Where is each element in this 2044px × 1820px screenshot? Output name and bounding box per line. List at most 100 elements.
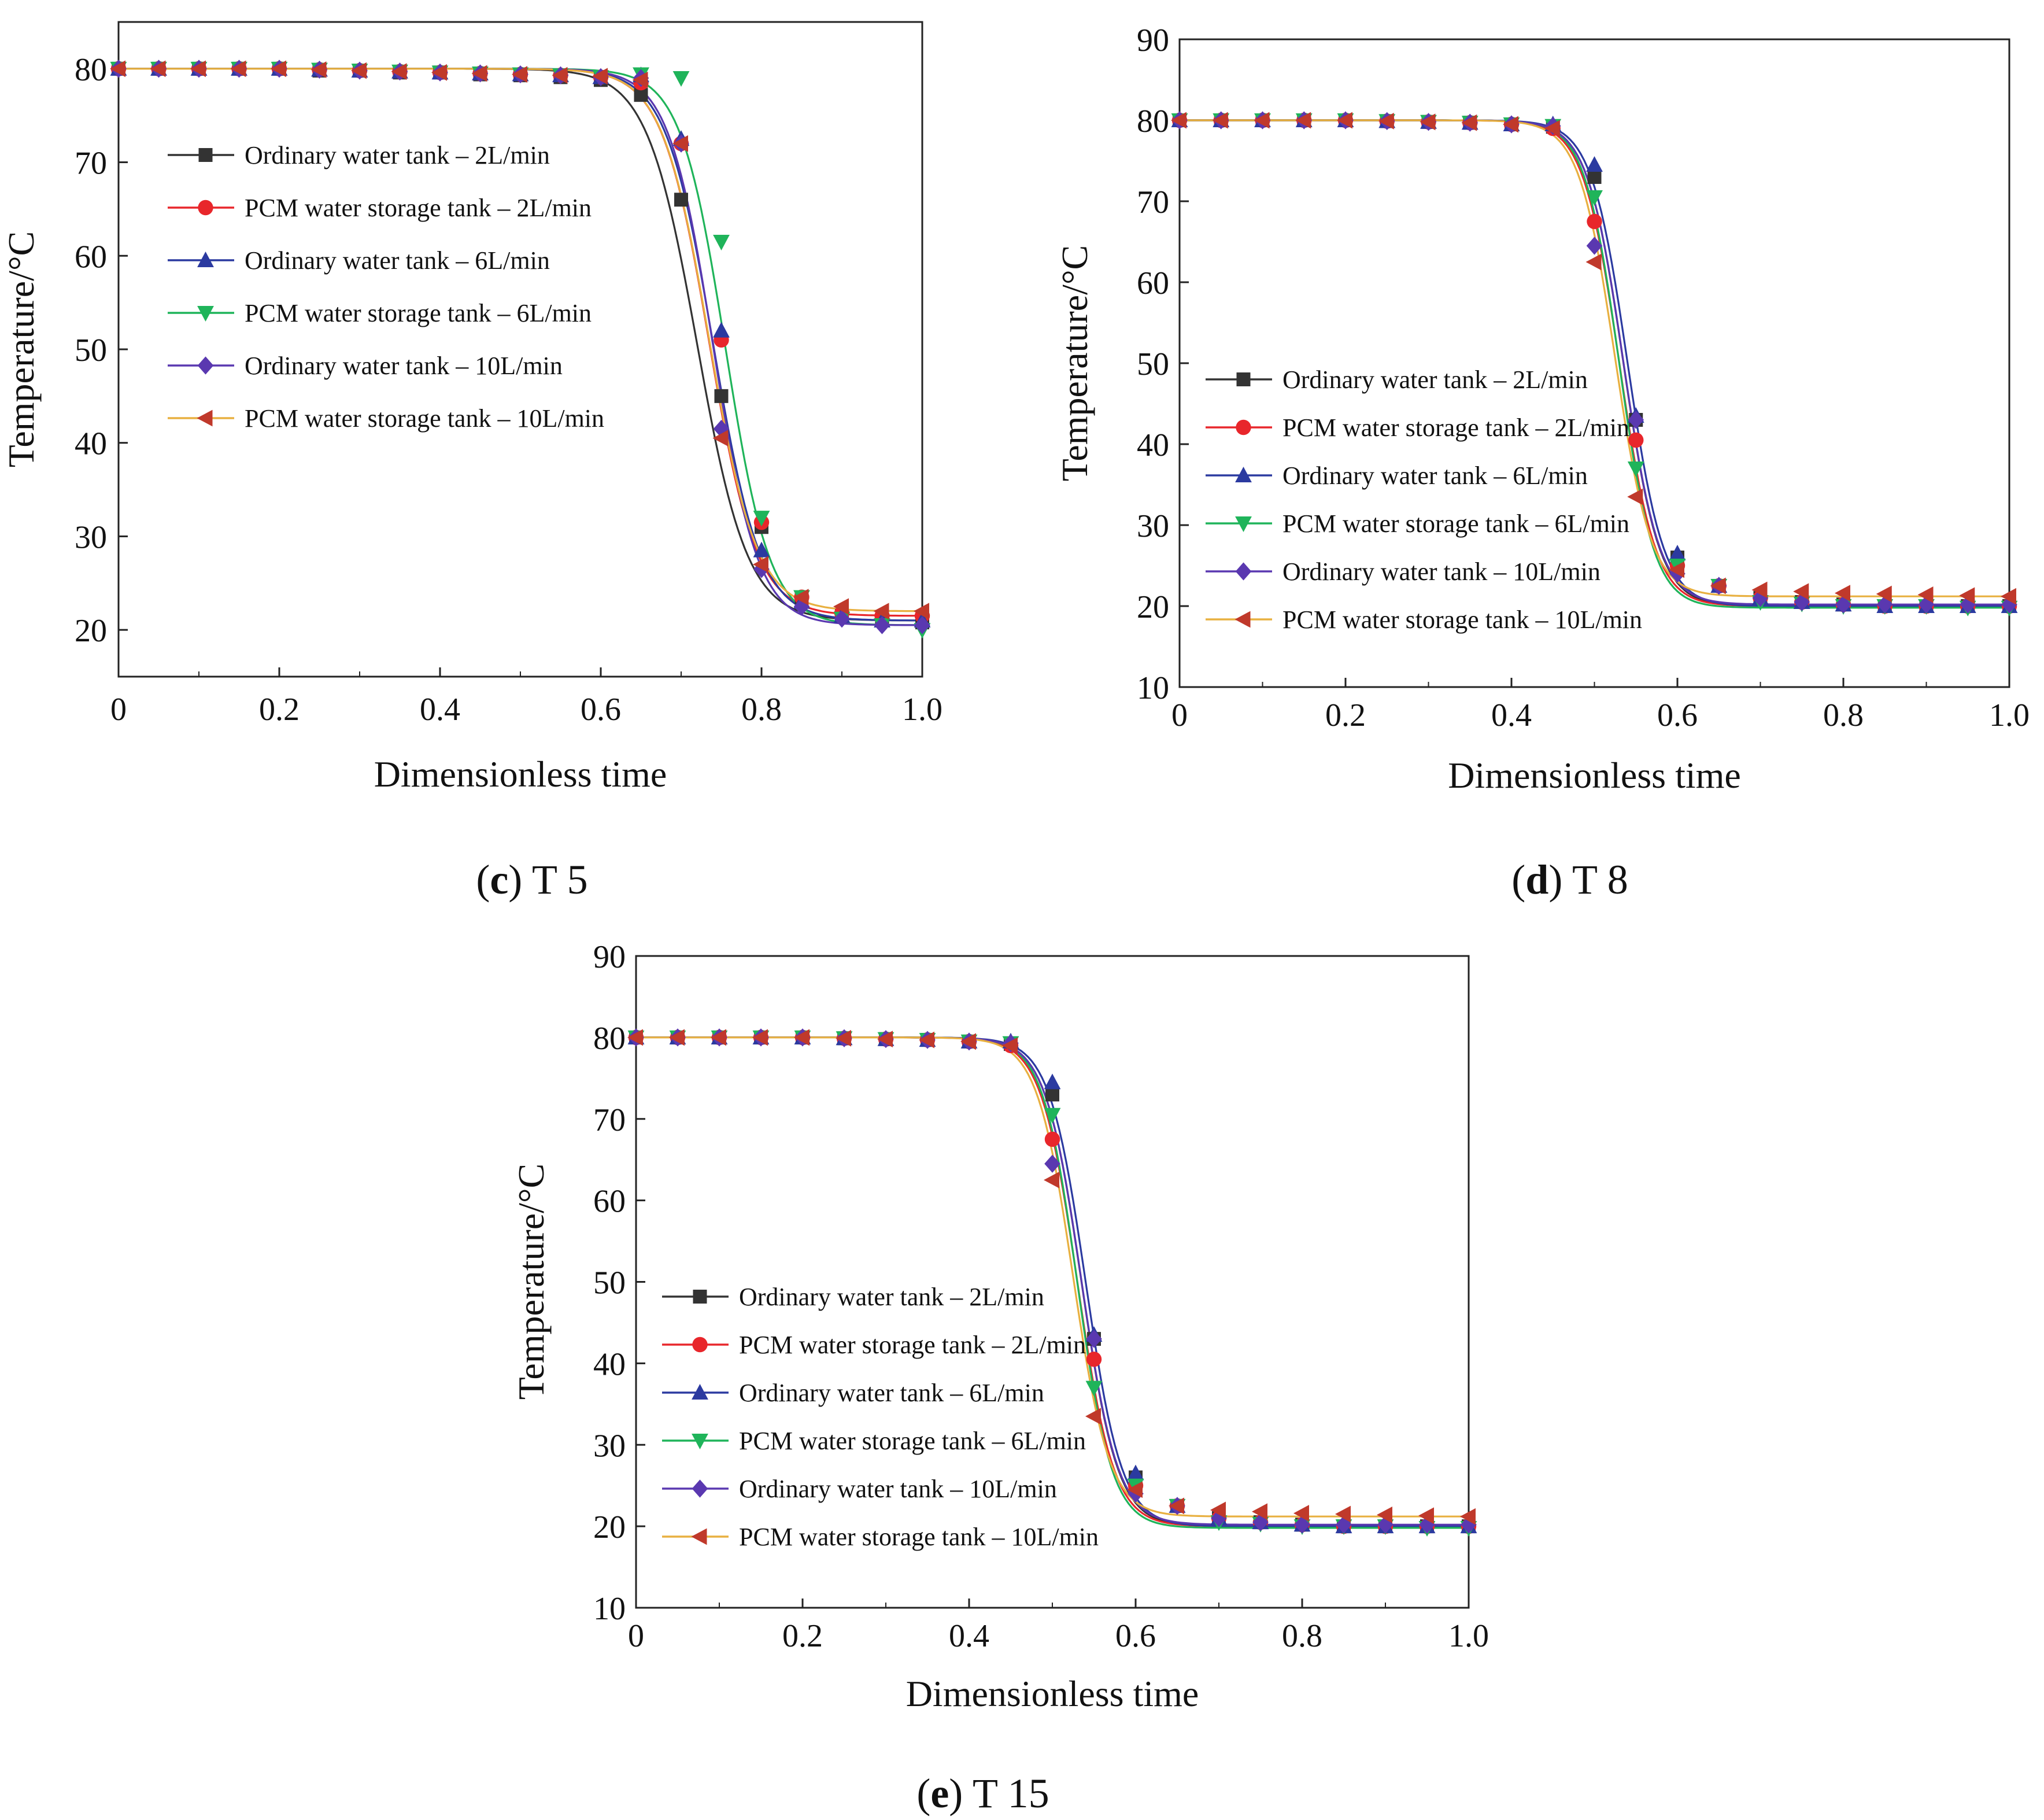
data-point xyxy=(1835,585,1850,601)
legend-marker xyxy=(197,306,214,322)
y-tick-label: 50 xyxy=(1137,346,1169,382)
data-point xyxy=(190,60,206,77)
data-point xyxy=(110,60,125,77)
caption-c-text: T 5 xyxy=(532,857,588,903)
data-point xyxy=(1378,113,1394,130)
data-point xyxy=(351,62,367,79)
data-point xyxy=(1587,213,1602,230)
data-point xyxy=(753,541,770,558)
x-tick-label: 0 xyxy=(628,1618,644,1654)
data-point xyxy=(1295,112,1311,129)
data-point xyxy=(512,66,527,83)
data-point xyxy=(873,603,889,620)
legend-marker xyxy=(1235,562,1252,581)
caption-e-letter: e xyxy=(930,1770,949,1817)
x-tick-label: 0 xyxy=(1171,697,1188,733)
data-point xyxy=(1628,411,1644,429)
data-point xyxy=(1171,112,1187,129)
data-point xyxy=(1002,1037,1018,1054)
data-point xyxy=(1586,237,1603,255)
x-tick-label: 0.4 xyxy=(420,692,460,728)
data-point xyxy=(1420,113,1436,131)
x-tick-label: 0.6 xyxy=(581,692,621,728)
data-point xyxy=(1418,1507,1434,1524)
caption-d-letter: d xyxy=(1525,857,1548,903)
chart-panel-d: 0 0.2 0.4 0.6 0.8 1.0 10 20 30 40 50 60 70 80 90 Dimens… xyxy=(1054,23,2030,796)
data-point xyxy=(2001,588,2016,605)
chart-panel-e: 0 0.2 0.4 0.6 0.8 1.0 10 20 30 40 50 60 70 80 90 Dimens… xyxy=(511,939,1489,1714)
x-tick-label: 0.8 xyxy=(741,692,782,728)
y-tick-label: 40 xyxy=(593,1346,626,1382)
legend-label: Ordinary water tank – 6L/min xyxy=(245,246,550,275)
x-tick-label: 0.2 xyxy=(782,1618,823,1654)
x-tick-label: 0.6 xyxy=(1115,1618,1156,1654)
data-point xyxy=(1586,190,1603,206)
data-point xyxy=(1628,432,1644,448)
series-line xyxy=(1180,119,2009,597)
data-point xyxy=(714,389,729,403)
data-point xyxy=(711,1029,726,1046)
legend-marker xyxy=(197,356,214,375)
legend-marker xyxy=(1236,419,1251,435)
legend-label: PCM water storage tank – 2L/min xyxy=(245,194,592,222)
y-tick-label: 60 xyxy=(593,1184,626,1220)
data-point xyxy=(592,68,608,85)
y-tick-label: 30 xyxy=(593,1428,626,1464)
data-point xyxy=(836,1029,851,1047)
x-axis-label: Dimensionless time xyxy=(1448,755,1741,796)
data-point xyxy=(431,64,447,81)
legend-label: Ordinary water tank – 6L/min xyxy=(739,1379,1044,1407)
y-tick-label: 90 xyxy=(1137,23,1169,58)
data-point xyxy=(1085,1408,1101,1425)
data-point xyxy=(391,63,407,80)
data-point xyxy=(1544,120,1560,137)
data-point xyxy=(1377,1507,1392,1523)
data-point xyxy=(1710,577,1726,595)
legend-marker xyxy=(1235,516,1252,532)
legend-label: PCM water storage tank – 6L/min xyxy=(1282,510,1629,538)
y-tick-label: 40 xyxy=(75,426,107,462)
data-point xyxy=(1669,545,1686,560)
x-axis-label: Dimensionless time xyxy=(906,1673,1199,1714)
data-point xyxy=(1294,1515,1310,1534)
y-tick-label: 30 xyxy=(1137,508,1169,544)
caption-c: (c) T 5 xyxy=(476,857,587,903)
legend-marker xyxy=(692,1337,708,1353)
data-point xyxy=(1335,1505,1351,1523)
legend-label: PCM water storage tank – 10L/min xyxy=(739,1523,1099,1551)
data-point xyxy=(1086,1352,1102,1367)
y-tick-label: 70 xyxy=(593,1102,626,1138)
data-point xyxy=(833,598,849,615)
data-point xyxy=(1085,1380,1103,1397)
data-point xyxy=(1627,488,1643,505)
y-axis-label: Temperature/°C xyxy=(1054,245,1095,482)
y-tick-label: 10 xyxy=(1137,670,1169,706)
data-point xyxy=(713,322,730,338)
legend-marker xyxy=(692,1479,708,1498)
data-point xyxy=(1460,1508,1476,1525)
data-point xyxy=(1793,583,1809,600)
caption-e-text: T 15 xyxy=(973,1770,1049,1817)
data-point xyxy=(793,589,809,606)
data-point xyxy=(877,1031,893,1048)
data-point xyxy=(672,71,690,87)
data-point xyxy=(1669,561,1684,578)
data-point xyxy=(1835,595,1851,614)
x-tick-label: 0.8 xyxy=(1282,1618,1322,1654)
data-point xyxy=(713,235,730,251)
legend-marker xyxy=(197,409,213,427)
x-tick-label: 0.2 xyxy=(1325,697,1366,733)
x-tick-label: 0.4 xyxy=(949,1618,989,1654)
data-point xyxy=(311,61,327,78)
x-tick-label: 0 xyxy=(110,692,127,728)
data-point xyxy=(552,67,568,84)
legend-marker xyxy=(1236,372,1251,386)
data-point xyxy=(1045,1087,1059,1102)
data-point xyxy=(1461,114,1477,131)
legend-marker xyxy=(198,200,213,216)
data-point xyxy=(1959,587,1975,604)
data-point xyxy=(794,1029,810,1046)
legend-label: PCM water storage tank – 2L/min xyxy=(1282,414,1629,442)
data-point xyxy=(1044,1154,1060,1173)
